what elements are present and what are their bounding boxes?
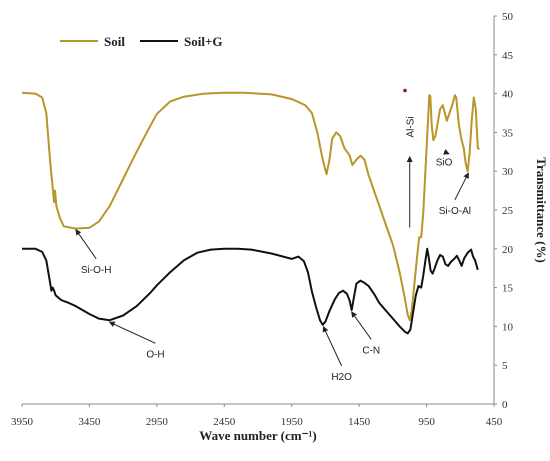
x-tick-label: 950 [418, 416, 435, 428]
annotation-si-o-al-arrow [454, 172, 469, 201]
series-line-soil [21, 91, 480, 322]
annotation-sio-label: SiO [436, 158, 453, 169]
annotation-o-h-arrow [108, 321, 156, 344]
series-line-soil-g [22, 247, 479, 335]
y-tick-label: 10 [502, 321, 514, 333]
x-tick-labels: 3950 3450 2950 2450 1950 1450 950 450 [11, 404, 503, 428]
y-tick-label: 35 [502, 127, 514, 139]
y-tick-label: 45 [502, 50, 514, 62]
x-tick-label: 3450 [78, 416, 101, 428]
annotation-sio-arrow [443, 149, 450, 155]
x-tick-label: 1950 [281, 416, 304, 428]
annotation-al-si-label: Al-Si [406, 116, 417, 137]
x-tick-label: 1450 [348, 416, 371, 428]
y-tick-label: 5 [502, 360, 508, 372]
annotation-c-n-label: C-N [362, 345, 380, 356]
x-tick-label: 3950 [11, 416, 34, 428]
y-tick-label: 15 [502, 283, 514, 295]
annotation-h2o-arrow [322, 325, 343, 367]
annotation-si-o-al-label: Si-O-Al [439, 206, 471, 217]
x-tick-label: 2950 [146, 416, 169, 428]
y-tick-label: 20 [502, 244, 514, 256]
y-tick-labels: 0 5 10 15 20 25 30 35 40 45 50 [494, 11, 514, 411]
x-axis-title: Wave number (cm⁻¹) [199, 428, 316, 443]
annotation-h2o-label: H2O [331, 372, 352, 383]
annotation-o-h-label: O-H [146, 349, 164, 360]
legend-label-soil: Soil [104, 34, 125, 49]
y-tick-label: 30 [502, 166, 514, 178]
series-layer [21, 88, 480, 335]
legend: Soil Soil+G [60, 34, 222, 49]
y-tick-label: 0 [502, 399, 508, 411]
x-tick-label: 2450 [213, 416, 236, 428]
x-tick-label: 450 [486, 416, 503, 428]
stray-marker-dot [403, 88, 407, 93]
y-axis-title: Transmittance (%) [534, 157, 549, 263]
annotation-si-o-h-arrow [75, 229, 97, 260]
annotations: Si-O-H O-H H2O C-N Al-Si SiO Si-O-Al [75, 116, 471, 383]
y-tick-label: 50 [502, 11, 514, 23]
annotation-si-o-h-label: Si-O-H [81, 265, 112, 276]
legend-label-soil-g: Soil+G [184, 34, 222, 49]
y-tick-label: 40 [502, 89, 514, 101]
y-tick-label: 25 [502, 205, 514, 217]
annotation-c-n-arrow [351, 311, 372, 340]
